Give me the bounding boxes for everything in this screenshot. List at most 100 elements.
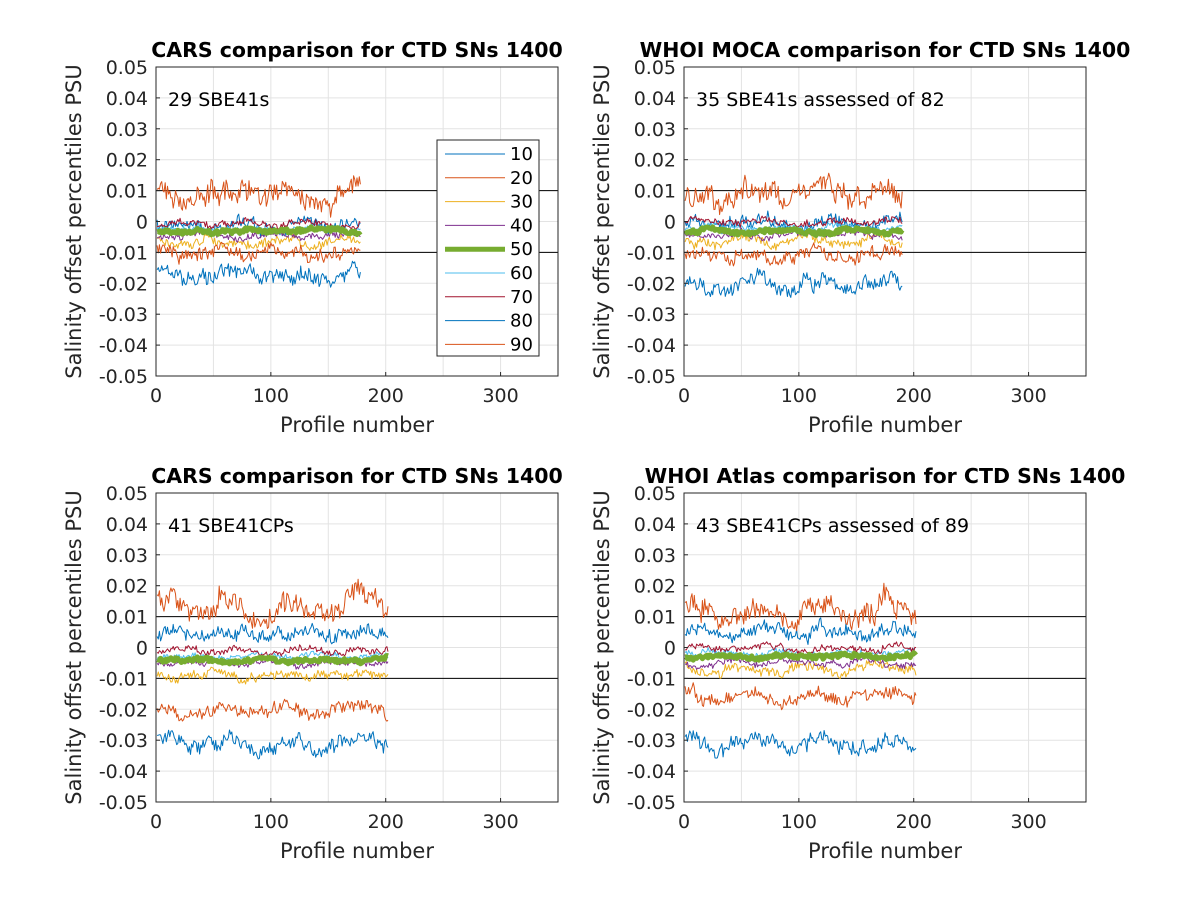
chart-panel-whoi-moca-sbe41: -0.05 -0.04 -0.03 -0.02 -0.01 0 0.01 0.02 0.03 0.… — [590, 38, 1130, 437]
chart-panel-whoi-atlas-sbe41cp: -0.05 -0.04 -0.03 -0.02 -0.01 0 0.01 0.02 0.03 0.… — [590, 464, 1125, 863]
y-tick-label: 0.03 — [106, 545, 148, 567]
y-tick-label: -0.03 — [627, 304, 676, 326]
y-tick-label: -0.05 — [99, 366, 148, 388]
y-tick-label: -0.05 — [627, 792, 676, 814]
y-tick-label: -0.02 — [99, 699, 148, 721]
x-tick-label: 200 — [896, 811, 932, 833]
legend-label: 70 — [510, 287, 533, 308]
legend-label: 50 — [510, 239, 533, 260]
x-axis-label: Profile number — [280, 839, 434, 863]
x-axis-label: Profile number — [808, 413, 962, 437]
chart-title: CARS comparison for CTD SNs 1400 — [151, 38, 563, 62]
legend-label: 30 — [510, 192, 533, 213]
series-line-p90 — [156, 241, 361, 265]
y-tick-label: -0.02 — [99, 273, 148, 295]
series-line-p90 — [156, 698, 389, 722]
y-tick-label: 0.04 — [106, 514, 148, 536]
y-tick-label: 0.04 — [634, 514, 676, 536]
y-tick-label: -0.03 — [99, 304, 148, 326]
series-line-p20 — [684, 582, 917, 632]
series-line-p80 — [684, 730, 917, 759]
x-tick-label: 0 — [150, 811, 162, 833]
y-axis-label: Salinity offset percentiles PSU — [590, 490, 614, 804]
series-line-p80 — [156, 260, 361, 288]
x-tick-label: 300 — [482, 811, 518, 833]
series-line-p10 — [684, 617, 917, 645]
y-axis-label: Salinity offset percentiles PSU — [590, 64, 614, 378]
y-tick-label: 0.03 — [634, 119, 676, 141]
y-axis-label: Salinity offset percentiles PSU — [62, 64, 86, 378]
x-tick-label: 200 — [368, 811, 404, 833]
y-tick-label: 0.04 — [106, 88, 148, 110]
y-tick-label: 0.03 — [634, 545, 676, 567]
chart-annotation: 41 SBE41CPs — [168, 515, 294, 537]
y-tick-label: 0.05 — [106, 483, 148, 505]
series-line-p50 — [683, 224, 905, 238]
y-tick-label: 0 — [136, 212, 148, 234]
series-line-p90 — [684, 682, 917, 711]
y-axis-label: Salinity offset percentiles PSU — [62, 490, 86, 804]
legend-label: 40 — [510, 215, 533, 236]
y-tick-label: -0.04 — [99, 761, 148, 783]
x-tick-label: 0 — [678, 385, 690, 407]
legend-label: 80 — [510, 311, 533, 332]
y-tick-label: -0.04 — [99, 335, 148, 357]
legend-label: 20 — [510, 168, 533, 189]
y-tick-label: -0.04 — [627, 335, 676, 357]
series-line-p50 — [155, 224, 363, 238]
series-line-p30 — [156, 666, 389, 685]
y-tick-label: 0.01 — [106, 181, 148, 203]
y-tick-label: 0.01 — [634, 607, 676, 629]
chart-annotation: 35 SBE41s assessed of 82 — [696, 89, 945, 111]
y-tick-label: -0.05 — [627, 366, 676, 388]
series-line-p90 — [684, 242, 903, 267]
series-line-p30 — [156, 233, 361, 251]
y-tick-label: 0.05 — [106, 57, 148, 79]
x-tick-label: 100 — [781, 811, 817, 833]
x-tick-label: 100 — [253, 811, 289, 833]
legend-label: 10 — [510, 144, 533, 165]
series-line-p20 — [684, 172, 903, 216]
series-line-p70 — [156, 644, 389, 658]
x-tick-label: 0 — [678, 811, 690, 833]
y-tick-label: -0.01 — [99, 668, 148, 690]
chart-title: CARS comparison for CTD SNs 1400 — [151, 464, 563, 488]
x-axis-label: Profile number — [280, 413, 434, 437]
series-line-p50 — [683, 650, 918, 663]
y-tick-label: 0 — [664, 212, 676, 234]
y-tick-label: -0.02 — [627, 699, 676, 721]
legend-label: 90 — [510, 334, 533, 355]
y-tick-label: 0 — [664, 638, 676, 660]
series-line-p10 — [156, 622, 389, 645]
y-tick-label: -0.01 — [99, 242, 148, 264]
y-tick-label: -0.01 — [627, 242, 676, 264]
y-tick-label: 0.03 — [106, 119, 148, 141]
series-line-p30 — [684, 658, 917, 680]
y-tick-label: 0.02 — [634, 576, 676, 598]
series-line-p20 — [156, 175, 361, 218]
y-tick-label: -0.02 — [627, 273, 676, 295]
chart-panel-cars-sbe41cp: -0.05 -0.04 -0.03 -0.02 -0.01 0 0.01 0.02 0.03 0.… — [62, 464, 563, 863]
series-line-p70 — [157, 217, 361, 231]
legend-label: 60 — [510, 263, 533, 284]
y-tick-label: -0.04 — [627, 761, 676, 783]
chart-title: WHOI MOCA comparison for CTD SNs 1400 — [640, 38, 1131, 62]
series-line-p80 — [157, 729, 389, 760]
y-tick-label: 0.01 — [106, 607, 148, 629]
y-tick-label: 0.04 — [634, 88, 676, 110]
chart-annotation: 43 SBE41CPs assessed of 89 — [696, 515, 969, 537]
y-tick-label: -0.03 — [99, 730, 148, 752]
chart-title: WHOI Atlas comparison for CTD SNs 1400 — [645, 464, 1126, 488]
y-tick-label: -0.03 — [627, 730, 676, 752]
x-tick-label: 100 — [781, 385, 817, 407]
y-tick-label: -0.01 — [627, 668, 676, 690]
series-line-p30 — [684, 230, 903, 251]
y-tick-label: 0.05 — [634, 483, 676, 505]
y-tick-label: 0 — [136, 638, 148, 660]
x-tick-label: 100 — [253, 385, 289, 407]
chart-annotation: 29 SBE41s — [168, 89, 269, 111]
y-tick-label: 0.02 — [634, 150, 676, 172]
series-line-p50 — [155, 653, 390, 667]
